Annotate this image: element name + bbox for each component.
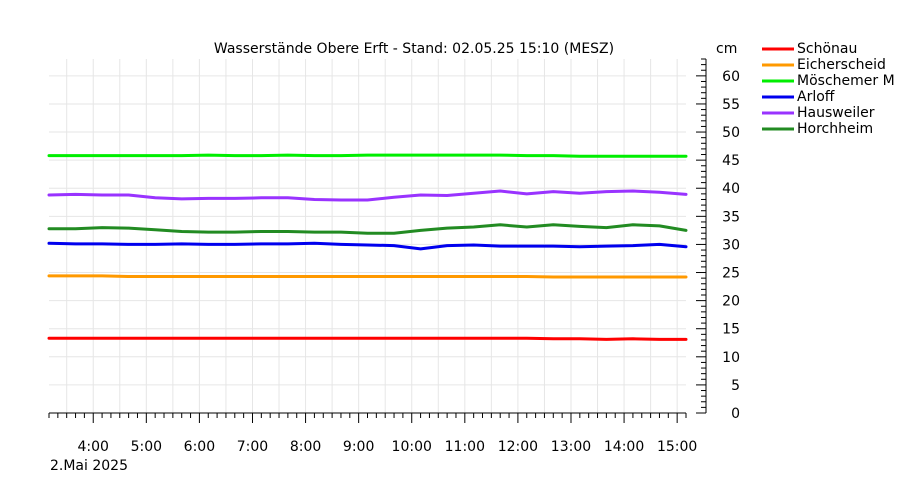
series-layer bbox=[47, 153, 688, 341]
chart-title: Wasserstände Obere Erft - Stand: 02.05.2… bbox=[214, 41, 614, 57]
y-tick-label: 55 bbox=[722, 97, 740, 113]
y-tick-label: 15 bbox=[722, 322, 740, 338]
legend-label: Horchheim bbox=[797, 121, 873, 137]
y-tick-label: 25 bbox=[722, 266, 740, 282]
legend-label: Eicherscheid bbox=[797, 57, 886, 73]
x-tick-label: 9:00 bbox=[343, 439, 374, 455]
series-line bbox=[47, 274, 688, 279]
x-tick-label: 14:00 bbox=[604, 439, 644, 455]
series-line bbox=[47, 241, 688, 251]
y-tick-label: 35 bbox=[722, 209, 740, 225]
series-line bbox=[47, 189, 688, 202]
y-tick-label: 40 bbox=[722, 181, 740, 197]
date-label: 2.Mai 2025 bbox=[50, 458, 128, 474]
x-tick-label: 6:00 bbox=[184, 439, 215, 455]
series-line bbox=[47, 153, 688, 158]
y-tick-label: 50 bbox=[722, 125, 740, 141]
x-tick-label: 13:00 bbox=[551, 439, 591, 455]
legend-label: Schönau bbox=[797, 41, 857, 57]
y-tick-label: 30 bbox=[722, 237, 740, 253]
legend-label: Hausweiler bbox=[797, 105, 875, 121]
y-tick-label: 20 bbox=[722, 294, 740, 310]
legend-label: Arloff bbox=[797, 89, 835, 105]
x-tick-label: 4:00 bbox=[78, 439, 109, 455]
series-line bbox=[47, 336, 688, 341]
x-tick-label: 5:00 bbox=[131, 439, 162, 455]
x-tick-label: 8:00 bbox=[290, 439, 321, 455]
y-axis-unit-label: cm bbox=[716, 41, 737, 57]
grid bbox=[49, 59, 686, 414]
x-tick-label: 7:00 bbox=[237, 439, 268, 455]
x-tick-label: 12:00 bbox=[498, 439, 538, 455]
y-tick-label: 60 bbox=[722, 69, 740, 85]
x-tick-label: 15:00 bbox=[657, 439, 697, 455]
x-tick-label: 11:00 bbox=[445, 439, 485, 455]
y-tick-label: 5 bbox=[731, 378, 740, 394]
axes: 4:00 5:00 6:00 7:00 8:00 9:00 10:00 11:00 12:00 1… bbox=[48, 58, 740, 455]
y-tick-label: 0 bbox=[731, 406, 740, 422]
y-tick-label: 10 bbox=[722, 350, 740, 366]
legend-label: Möschemer M bbox=[797, 73, 895, 89]
series-line bbox=[47, 223, 688, 235]
y-tick-label: 45 bbox=[722, 153, 740, 169]
x-tick-label: 10:00 bbox=[392, 439, 432, 455]
